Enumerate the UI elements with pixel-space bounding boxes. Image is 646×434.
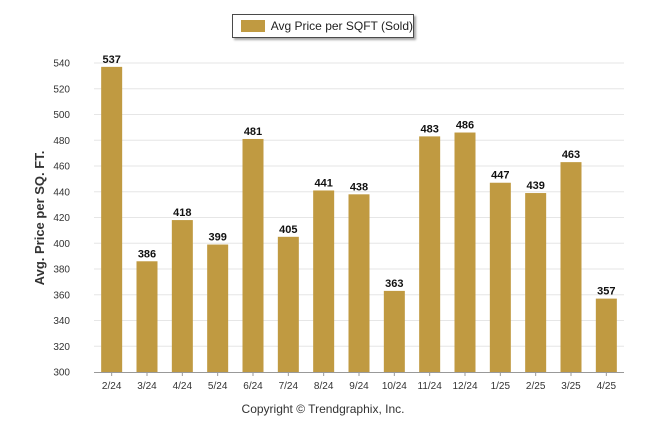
- legend: Avg Price per SQFT (Sold): [232, 14, 414, 38]
- y-tick-label: 360: [53, 290, 70, 301]
- y-tick-label: 320: [53, 342, 70, 353]
- y-tick-label: 400: [53, 239, 70, 250]
- bar-value-label: 405: [279, 224, 297, 236]
- y-tick-label: 440: [53, 187, 70, 198]
- bar-value-label: 441: [314, 177, 332, 189]
- x-axis-ticks: 2/24 3/24 4/24 5/24 6/24 7/24 8/24 9/24 10/24 11/…: [102, 372, 617, 392]
- bar-value-label: 386: [138, 248, 156, 260]
- x-tick-label: 2/24: [102, 381, 122, 392]
- bar: [348, 194, 370, 372]
- bar-value-label: 483: [420, 123, 438, 135]
- x-tick-label: 4/25: [597, 381, 617, 392]
- y-tick-label: 480: [53, 136, 70, 147]
- bar-value-label: 363: [385, 278, 403, 290]
- bar: [454, 132, 476, 372]
- bar-value-label: 399: [208, 232, 226, 244]
- bar: [207, 244, 229, 372]
- x-tick-label: 3/25: [561, 381, 581, 392]
- x-tick-label: 6/24: [243, 381, 263, 392]
- bar: [595, 298, 617, 372]
- bar-value-label: 481: [244, 126, 262, 138]
- y-axis-ticks: 300 320 340 360 380 400 420 440 460 480 500 520 540: [53, 59, 70, 379]
- bar-value-label: 438: [350, 181, 368, 193]
- bar: [419, 136, 441, 372]
- x-tick-label: 5/24: [208, 381, 228, 392]
- y-tick-label: 500: [53, 110, 70, 121]
- x-tick-label: 2/25: [526, 381, 546, 392]
- bar-value-label: 486: [456, 120, 474, 132]
- bar-value-label: 418: [173, 207, 191, 219]
- bar: [171, 220, 193, 372]
- x-tick-label: 8/24: [314, 381, 334, 392]
- bar: [525, 193, 547, 372]
- bar: [136, 261, 158, 372]
- y-tick-label: 520: [53, 84, 70, 95]
- y-tick-label: 460: [53, 162, 70, 173]
- x-tick-label: 10/24: [382, 381, 407, 392]
- bar: [313, 190, 335, 372]
- copyright-text: Copyright © Trendgraphix, Inc.: [241, 402, 405, 416]
- x-tick-label: 4/24: [173, 381, 193, 392]
- y-axis-label: Avg. Price per SQ. FT.: [32, 151, 47, 286]
- x-tick-label: 12/24: [452, 381, 477, 392]
- bar-value-label: 357: [597, 286, 615, 298]
- bar: [489, 182, 511, 372]
- bar: [101, 66, 123, 373]
- y-tick-label: 300: [53, 368, 70, 379]
- bar: [383, 290, 405, 372]
- x-tick-label: 7/24: [279, 381, 299, 392]
- legend-label: Avg Price per SQFT (Sold): [270, 19, 413, 33]
- bar: [277, 236, 299, 372]
- x-tick-label: 1/25: [491, 381, 511, 392]
- bars: [101, 66, 617, 373]
- legend-swatch: [241, 20, 265, 32]
- y-tick-label: 540: [53, 59, 70, 70]
- y-tick-label: 380: [53, 265, 70, 276]
- bar-value-label: 439: [526, 180, 544, 192]
- x-tick-label: 3/24: [137, 381, 157, 392]
- bar: [560, 162, 582, 372]
- bar-value-label: 447: [491, 170, 509, 182]
- x-tick-label: 11/24: [418, 381, 443, 392]
- y-tick-label: 420: [53, 213, 70, 224]
- bar: [242, 138, 264, 372]
- bar-value-label: 537: [102, 54, 120, 66]
- bar-value-labels: 537 386 418 399 481 405 441 438 363 483 486 447 439 4…: [102, 54, 615, 298]
- x-tick-label: 9/24: [349, 381, 369, 392]
- bar-value-label: 463: [562, 149, 580, 161]
- y-tick-label: 340: [53, 316, 70, 327]
